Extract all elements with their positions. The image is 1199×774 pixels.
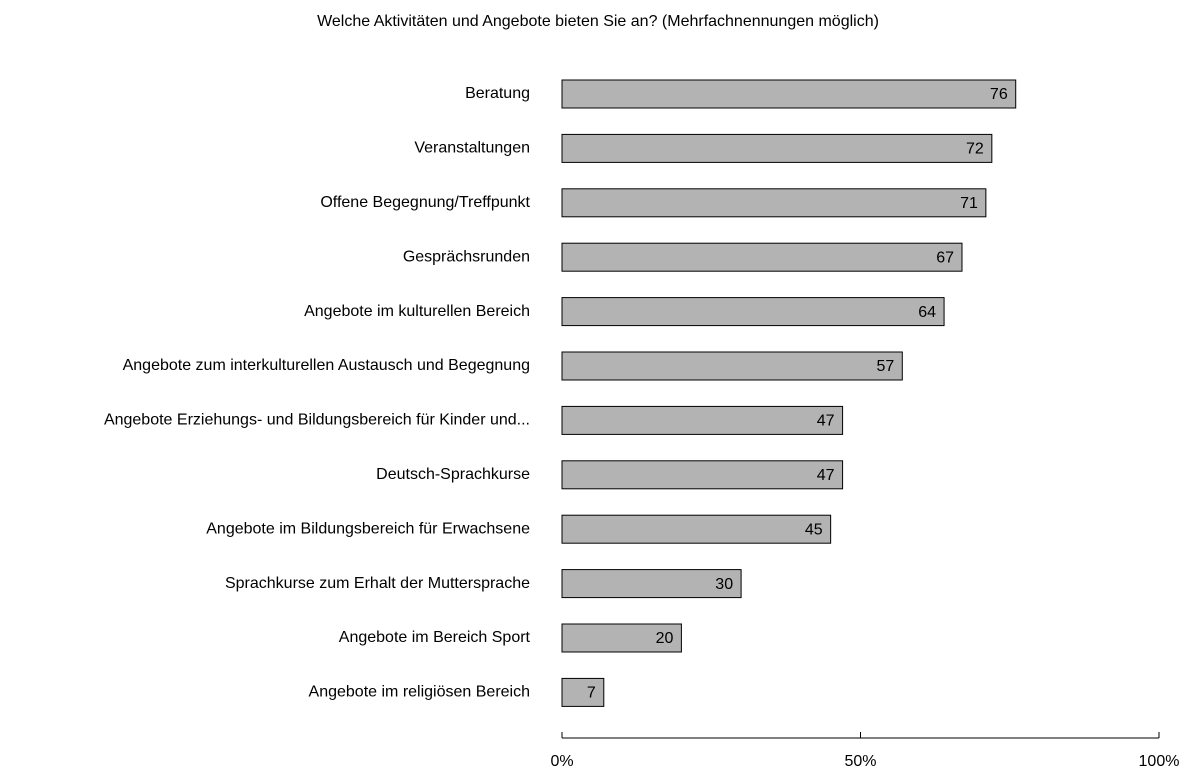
y-tick-label: Angebote im Bildungsbereich für Erwachse… [206, 520, 530, 537]
data-label: 47 [817, 413, 835, 430]
bar [561, 514, 832, 544]
y-tick-label: Veranstaltungen [414, 140, 530, 157]
y-tick-label: Angebote im Bereich Sport [339, 629, 531, 646]
data-label: 67 [936, 249, 954, 266]
y-tick-label: Angebote Erziehungs- und Bildungsbereich… [104, 412, 530, 429]
y-tick-label: Angebote im religiösen Bereich [309, 684, 530, 701]
data-label: 45 [805, 521, 823, 538]
bar [561, 133, 993, 163]
data-label: 72 [966, 141, 984, 158]
bar [561, 623, 682, 653]
data-label: 71 [960, 195, 978, 212]
bar [561, 297, 945, 327]
y-tick-label: Sprachkurse zum Erhalt der Muttersprache [225, 575, 530, 592]
bar [561, 79, 1017, 109]
bar [561, 460, 844, 490]
data-label: 64 [918, 304, 936, 321]
y-tick-label: Gesprächsrunden [403, 248, 530, 265]
y-tick-label: Offene Begegnung/Treffpunkt [320, 194, 530, 211]
data-label: 30 [715, 576, 733, 593]
data-label: 47 [817, 467, 835, 484]
bar [561, 405, 844, 435]
y-tick-label: Deutsch-Sprachkurse [376, 466, 530, 483]
x-tick-label: 100% [1139, 753, 1180, 770]
bar [561, 188, 987, 218]
data-label: 7 [587, 685, 596, 702]
data-label: 57 [876, 358, 894, 375]
chart-title: Welche Aktivitäten und Angebote bieten S… [317, 13, 879, 30]
bar [561, 242, 963, 272]
bar [561, 677, 605, 707]
y-tick-label: Beratung [465, 85, 530, 102]
data-label: 20 [656, 630, 674, 647]
data-label: 76 [990, 86, 1008, 103]
y-tick-label: Angebote zum interkulturellen Austausch … [123, 357, 530, 374]
x-tick-label: 50% [844, 753, 876, 770]
bar [561, 569, 742, 599]
bar [561, 351, 903, 381]
y-tick-label: Angebote im kulturellen Bereich [304, 303, 530, 320]
x-tick-label: 0% [550, 753, 573, 770]
